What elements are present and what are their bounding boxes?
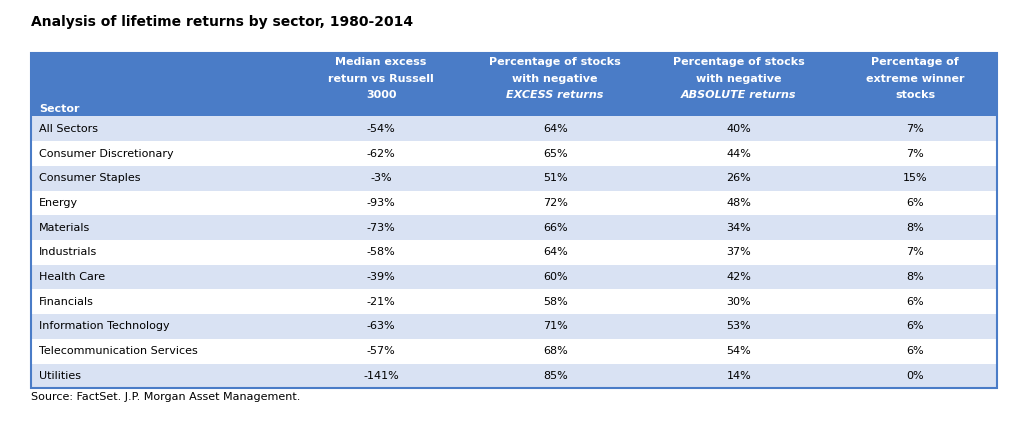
Text: stocks: stocks	[895, 90, 935, 100]
Text: 60%: 60%	[543, 272, 568, 282]
Text: -57%: -57%	[367, 346, 396, 356]
Text: EXCESS returns: EXCESS returns	[506, 90, 604, 100]
Text: 54%: 54%	[726, 346, 751, 356]
Text: Percentage of stocks: Percentage of stocks	[489, 57, 621, 67]
Text: -141%: -141%	[363, 371, 399, 381]
Text: 3000: 3000	[366, 90, 396, 100]
Text: Consumer Staples: Consumer Staples	[39, 173, 140, 183]
Text: 7%: 7%	[906, 149, 924, 159]
Text: -62%: -62%	[367, 149, 396, 159]
Text: 64%: 64%	[543, 124, 568, 134]
Text: 40%: 40%	[726, 124, 751, 134]
Text: Financials: Financials	[39, 297, 94, 307]
Text: 6%: 6%	[906, 198, 924, 208]
Text: -63%: -63%	[367, 322, 396, 331]
Text: -93%: -93%	[367, 198, 396, 208]
Text: 6%: 6%	[906, 346, 924, 356]
Text: Industrials: Industrials	[39, 247, 97, 257]
Text: -54%: -54%	[367, 124, 396, 134]
Text: -58%: -58%	[367, 247, 396, 257]
Text: Utilities: Utilities	[39, 371, 81, 381]
Text: 51%: 51%	[543, 173, 568, 183]
Text: Materials: Materials	[39, 223, 90, 233]
Text: 37%: 37%	[726, 247, 751, 257]
Text: -21%: -21%	[367, 297, 396, 307]
Text: with negative: with negative	[513, 73, 597, 84]
Text: 6%: 6%	[906, 297, 924, 307]
Text: 6%: 6%	[906, 322, 924, 331]
Text: 8%: 8%	[906, 223, 924, 233]
Text: Percentage of: Percentage of	[872, 57, 960, 67]
Text: return vs Russell: return vs Russell	[328, 73, 434, 84]
Text: Energy: Energy	[39, 198, 78, 208]
Text: Information Technology: Information Technology	[39, 322, 170, 331]
Text: Source: FactSet. J.P. Morgan Asset Management.: Source: FactSet. J.P. Morgan Asset Manag…	[31, 392, 300, 403]
Text: -73%: -73%	[367, 223, 396, 233]
Text: 14%: 14%	[726, 371, 751, 381]
Text: 7%: 7%	[906, 247, 924, 257]
Text: 48%: 48%	[726, 198, 751, 208]
Text: Health Care: Health Care	[39, 272, 105, 282]
Text: 64%: 64%	[543, 247, 568, 257]
Text: 58%: 58%	[543, 297, 568, 307]
Text: 7%: 7%	[906, 124, 924, 134]
Text: 72%: 72%	[543, 198, 568, 208]
Text: 26%: 26%	[726, 173, 751, 183]
Text: with negative: with negative	[696, 73, 782, 84]
Text: 85%: 85%	[543, 371, 568, 381]
Text: 68%: 68%	[543, 346, 568, 356]
Text: -39%: -39%	[367, 272, 396, 282]
Text: 44%: 44%	[726, 149, 751, 159]
Text: Percentage of stocks: Percentage of stocks	[673, 57, 805, 67]
Text: All Sectors: All Sectors	[39, 124, 98, 134]
Text: Consumer Discretionary: Consumer Discretionary	[39, 149, 174, 159]
Text: 8%: 8%	[906, 272, 924, 282]
Text: 71%: 71%	[543, 322, 568, 331]
Text: Analysis of lifetime returns by sector, 1980-2014: Analysis of lifetime returns by sector, …	[31, 15, 413, 29]
Text: 15%: 15%	[903, 173, 928, 183]
Text: 53%: 53%	[726, 322, 751, 331]
Text: Median excess: Median excess	[336, 57, 427, 67]
Text: Sector: Sector	[39, 104, 80, 114]
Text: extreme winner: extreme winner	[866, 73, 965, 84]
Text: 34%: 34%	[726, 223, 751, 233]
Text: 30%: 30%	[726, 297, 751, 307]
Text: -3%: -3%	[370, 173, 392, 183]
Text: Telecommunication Services: Telecommunication Services	[39, 346, 197, 356]
Text: 42%: 42%	[726, 272, 751, 282]
Text: 0%: 0%	[906, 371, 924, 381]
Text: 65%: 65%	[543, 149, 568, 159]
Text: ABSOLUTE returns: ABSOLUTE returns	[681, 90, 797, 100]
Text: 66%: 66%	[543, 223, 568, 233]
